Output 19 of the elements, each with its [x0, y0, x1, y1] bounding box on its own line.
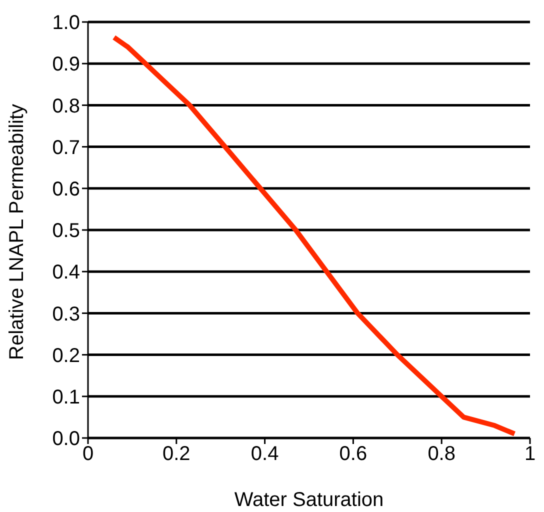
x-tick-label: 0 — [82, 443, 94, 466]
x-axis-title: Water Saturation — [234, 489, 384, 511]
x-tick-label: 0.4 — [250, 443, 279, 466]
y-tick-label: 0.5 — [52, 220, 80, 242]
x-tick-label: 0.6 — [339, 443, 368, 466]
y-tick-label: 0.4 — [52, 262, 80, 284]
y-tick-label: 0.7 — [52, 136, 80, 159]
x-tick-label: 1 — [524, 443, 536, 466]
y-tick-label: 1.0 — [52, 12, 80, 34]
y-axis-title: Relative LNAPL Permeability — [6, 104, 28, 360]
y-tick-label: 0.9 — [52, 54, 80, 76]
x-tick-label: 0.8 — [428, 443, 456, 466]
y-tick-label: 0.1 — [52, 386, 80, 408]
y-tick-label: 0.8 — [52, 95, 80, 118]
y-tick-label: 0.6 — [52, 178, 80, 200]
x-tick-label: 0.2 — [162, 443, 190, 466]
y-tick-label: 0.0 — [52, 428, 80, 450]
y-tick-label: 0.3 — [52, 303, 80, 326]
y-tick-label: 0.2 — [52, 344, 80, 367]
